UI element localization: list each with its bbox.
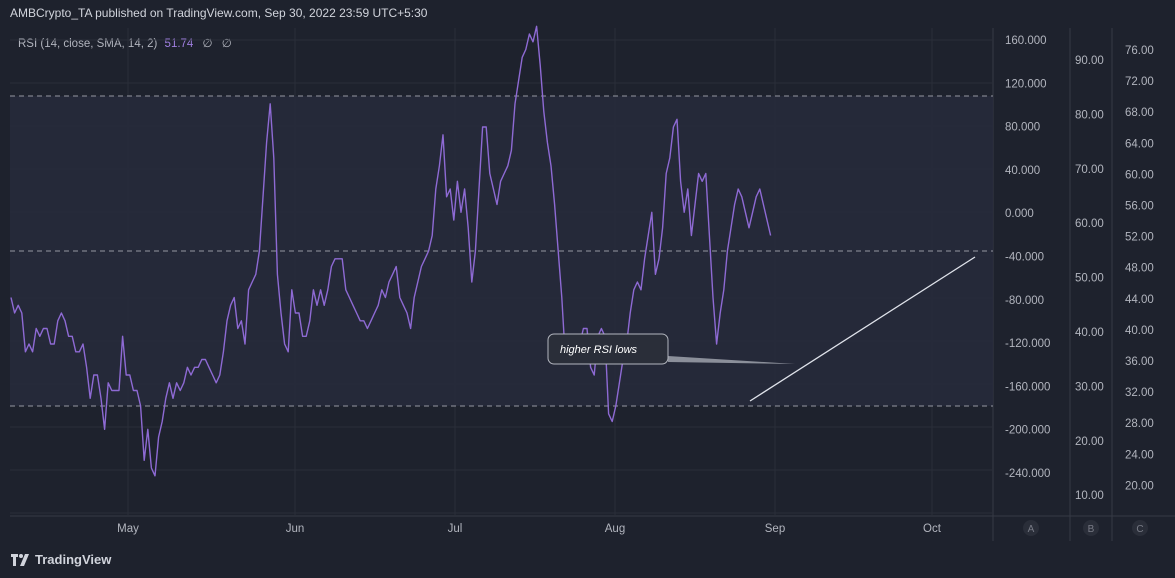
price-scale-a-tick: -160.000 xyxy=(1005,381,1050,393)
annotations: higher RSI lows xyxy=(547,256,976,402)
scale-button-label: B xyxy=(1088,524,1095,535)
price-scale-a-tick: 120.000 xyxy=(1005,78,1047,90)
tradingview-logo-icon xyxy=(11,553,29,566)
price-scale-b-tick: 50.00 xyxy=(1075,273,1104,285)
price-scale-a-tick: -40.000 xyxy=(1005,252,1044,264)
callout-text: higher RSI lows xyxy=(560,344,638,356)
settings-icon[interactable]: ∅ xyxy=(221,38,232,50)
price-scale-b-tick: 80.00 xyxy=(1075,109,1104,121)
price-scale-a-tick: -80.000 xyxy=(1005,295,1044,307)
price-scale-b-tick: 60.00 xyxy=(1075,218,1104,230)
x-tick-label: Jul xyxy=(448,523,463,535)
price-scale-a-tick: -200.000 xyxy=(1005,425,1050,437)
x-tick-label: May xyxy=(117,523,139,535)
price-scale-c-tick: 48.00 xyxy=(1125,263,1154,275)
price-scale-c-tick: 32.00 xyxy=(1125,387,1154,399)
scale-button-label: A xyxy=(1028,524,1035,535)
visibility-icon[interactable]: ∅ xyxy=(202,38,213,50)
price-scale-a-tick: -240.000 xyxy=(1005,468,1050,480)
rsi-series xyxy=(10,25,772,477)
axes: May Jun Jul Aug Sep Oct 160.000 120.000 80.000 40… xyxy=(117,35,1154,536)
price-scale-c-tick: 36.00 xyxy=(1125,356,1154,368)
footer-brand-text: TradingView xyxy=(35,552,112,567)
rsi-band-lines xyxy=(10,95,993,407)
scale-button[interactable] xyxy=(1132,520,1148,536)
price-scale-a-tick: 0.000 xyxy=(1005,208,1034,220)
price-scale-a-tick: -120.000 xyxy=(1005,338,1050,350)
scale-button[interactable] xyxy=(1083,520,1099,536)
price-scale-c-tick: 56.00 xyxy=(1125,201,1154,213)
x-tick-label: Aug xyxy=(605,523,625,535)
rsi-line xyxy=(10,25,772,477)
price-scale-a-tick: 80.000 xyxy=(1005,122,1040,134)
scale-button-label: C xyxy=(1136,524,1143,535)
price-scale-b-tick: 10.00 xyxy=(1075,490,1104,502)
price-scale-c-tick: 72.00 xyxy=(1125,76,1154,88)
price-scale-c-tick: 40.00 xyxy=(1125,325,1154,337)
price-scale-b-tick: 90.00 xyxy=(1075,55,1104,67)
price-scale-c-tick: 52.00 xyxy=(1125,232,1154,244)
price-scale-b-tick: 40.00 xyxy=(1075,327,1104,339)
x-tick-label: Jun xyxy=(286,523,305,535)
price-scale-b-tick: 20.00 xyxy=(1075,436,1104,448)
price-scale-a-tick: 40.000 xyxy=(1005,165,1040,177)
price-scale-c-tick: 44.00 xyxy=(1125,294,1154,306)
price-scale-a-tick: 160.000 xyxy=(1005,35,1047,47)
price-scale-c-tick: 28.00 xyxy=(1125,418,1154,430)
price-scale-b-tick: 70.00 xyxy=(1075,164,1104,176)
indicator-value: 51.74 xyxy=(164,38,194,50)
callout-pointer xyxy=(668,356,795,364)
publisher-header: AMBCrypto_TA published on TradingView.co… xyxy=(10,6,428,20)
scale-button[interactable] xyxy=(1023,520,1039,536)
x-tick-label: Sep xyxy=(765,523,785,535)
higher-lows-trendline xyxy=(749,256,976,402)
price-scale-c-tick: 60.00 xyxy=(1125,169,1154,181)
price-scale-c-tick: 68.00 xyxy=(1125,107,1154,119)
price-scale-c-tick: 24.00 xyxy=(1125,449,1154,461)
price-scale-c-tick: 76.00 xyxy=(1125,45,1154,57)
price-scale-c-tick: 20.00 xyxy=(1125,480,1154,492)
x-tick-label: Oct xyxy=(923,523,942,535)
footer-brand[interactable]: TradingView xyxy=(10,552,111,567)
indicator-legend: RSI (14, close, SMA, 14, 2) 51.74 ∅ ∅ xyxy=(18,36,232,50)
price-scale-c-tick: 64.00 xyxy=(1125,138,1154,150)
price-scale-b-tick: 30.00 xyxy=(1075,381,1104,393)
indicator-label[interactable]: RSI (14, close, SMA, 14, 2) xyxy=(18,38,158,50)
callout-box xyxy=(547,333,669,365)
